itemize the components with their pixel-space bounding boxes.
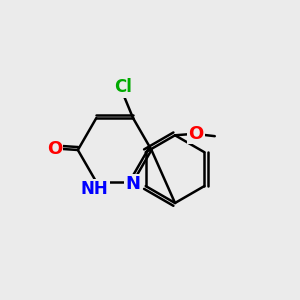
- Text: O: O: [47, 140, 62, 158]
- Text: N: N: [126, 175, 141, 193]
- Text: NH: NH: [81, 180, 109, 198]
- Text: Cl: Cl: [114, 78, 132, 96]
- Text: O: O: [188, 125, 203, 143]
